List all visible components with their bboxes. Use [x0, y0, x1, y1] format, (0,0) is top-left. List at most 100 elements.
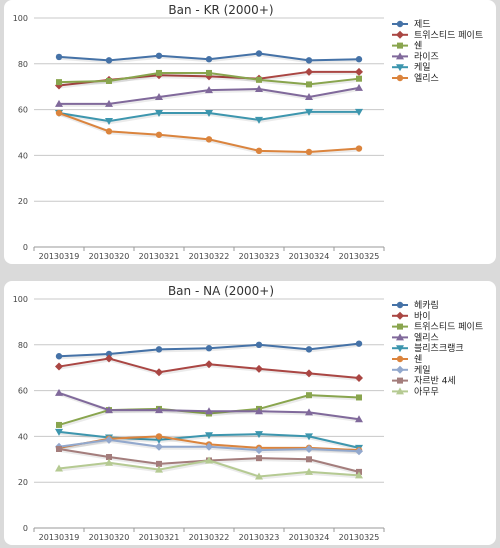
legend-marker	[396, 30, 404, 39]
data-point	[205, 432, 213, 440]
data-point	[356, 75, 362, 82]
data-point	[105, 354, 113, 363]
data-point	[305, 444, 313, 453]
legend-item-label: 블리츠크랭크	[414, 343, 464, 354]
chart-na: Ban - NA (2000+) 0 20 40 60 80 100 20130319 2013…	[13, 284, 483, 542]
data-point	[355, 374, 363, 383]
data-point	[55, 99, 63, 107]
data-point	[255, 472, 263, 480]
series-line-5	[58, 112, 360, 153]
data-point	[256, 76, 262, 83]
data-point	[355, 340, 363, 347]
data-point	[156, 69, 162, 76]
legend-marker	[396, 387, 404, 395]
legend-item-label: 아무무	[414, 386, 439, 397]
data-point	[305, 108, 313, 116]
data-point	[205, 110, 213, 118]
data-point	[205, 442, 213, 451]
data-point	[255, 446, 263, 455]
data-point	[305, 67, 313, 76]
x-tick-label: 20130322	[189, 533, 230, 542]
data-point	[55, 109, 63, 117]
x-tick-label: 20130324	[289, 533, 330, 542]
legend-marker	[397, 323, 403, 330]
data-point	[105, 350, 113, 358]
data-point	[55, 464, 63, 472]
data-point	[355, 415, 363, 423]
y-tick-label: 0	[23, 243, 28, 252]
legend-item-label: 제드	[414, 19, 431, 30]
data-point	[55, 353, 63, 360]
data-point	[55, 53, 63, 61]
legend-marker	[396, 355, 404, 363]
y-tick-label: 20	[18, 197, 28, 206]
data-point	[106, 454, 112, 461]
y-tick-label: 0	[23, 524, 28, 533]
data-point	[105, 406, 113, 414]
data-point	[306, 392, 312, 399]
data-point	[155, 131, 163, 138]
y-tick-label: 100	[13, 14, 28, 23]
data-point	[205, 456, 213, 464]
legend-item-label: 케일	[414, 62, 431, 73]
data-point	[206, 69, 212, 76]
x-tick-label: 20130319	[39, 533, 80, 542]
data-point	[255, 431, 263, 439]
data-point	[105, 57, 113, 64]
data-point	[255, 147, 263, 155]
chart-title: Ban - KR (2000+)	[168, 3, 273, 17]
legend-marker	[396, 311, 404, 320]
y-tick-label: 100	[13, 295, 28, 304]
data-point	[205, 86, 213, 94]
data-point	[255, 84, 263, 92]
chart-panel-kr: Ban - KR (2000+) 0 20 40 60 80 100 20130319 2013…	[4, 0, 496, 264]
legend-marker	[396, 74, 404, 82]
data-point	[305, 93, 313, 101]
x-tick-label: 20130323	[239, 252, 280, 261]
legend-marker	[396, 52, 404, 60]
y-tick-label: 20	[18, 478, 28, 487]
data-point	[305, 408, 313, 416]
data-point	[155, 368, 163, 377]
data-point	[105, 128, 113, 135]
data-point	[105, 118, 113, 126]
data-point	[155, 433, 163, 440]
data-point	[305, 57, 313, 64]
x-tick-label: 20130321	[139, 252, 180, 261]
data-point	[255, 341, 263, 348]
data-point	[56, 445, 62, 452]
x-tick-label: 20130321	[139, 533, 180, 542]
x-tick-label: 20130324	[289, 252, 330, 261]
data-point	[155, 52, 163, 59]
data-point	[205, 360, 213, 369]
data-point	[56, 79, 62, 86]
data-point	[305, 148, 313, 156]
data-point	[305, 369, 313, 378]
data-point	[205, 56, 213, 63]
legend-item-label: 바이	[414, 311, 431, 322]
data-point	[55, 428, 63, 436]
y-tick-label: 80	[18, 60, 28, 69]
data-point	[355, 471, 363, 479]
y-tick-label: 40	[18, 151, 28, 160]
legend-marker	[396, 345, 404, 353]
data-point	[306, 81, 312, 88]
legend-marker	[396, 20, 404, 28]
data-point	[205, 345, 213, 352]
data-point	[205, 136, 213, 143]
data-point	[255, 407, 263, 415]
y-tick-label: 40	[18, 432, 28, 441]
data-point	[56, 421, 62, 428]
x-tick-label: 20130319	[39, 252, 80, 261]
data-point	[305, 467, 313, 475]
data-point	[155, 93, 163, 101]
data-point	[356, 394, 362, 401]
legend-item-label: 쉔	[414, 41, 422, 52]
data-point	[355, 145, 363, 152]
data-point	[156, 460, 162, 467]
legend-item-label: 엘리스	[414, 332, 439, 343]
legend-item-label: 쉔	[414, 354, 422, 365]
y-tick-label: 60	[18, 387, 28, 396]
x-tick-label: 20130325	[339, 533, 380, 542]
data-point	[106, 77, 112, 84]
